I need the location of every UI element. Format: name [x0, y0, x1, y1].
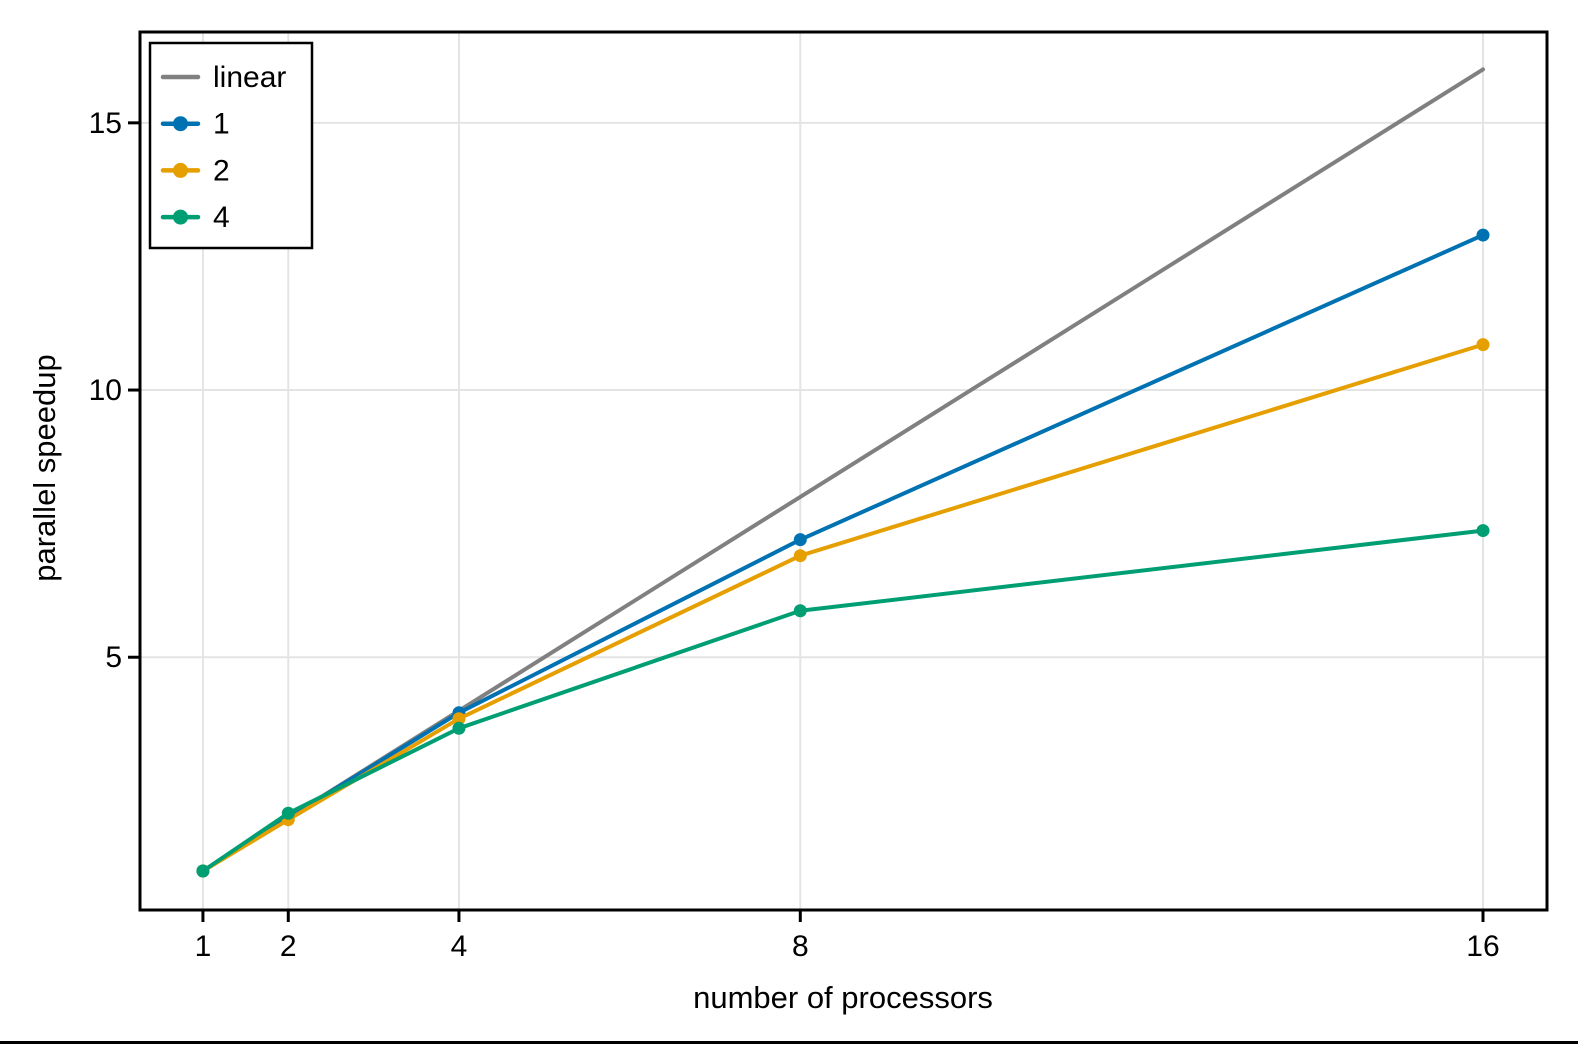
x-tick-label: 16: [1466, 930, 1499, 963]
data-point-2: [1476, 338, 1490, 352]
data-point-2: [793, 549, 807, 563]
data-point-4: [793, 604, 807, 618]
legend-entry-marker-1: [173, 116, 188, 132]
tick-layer: 1 2 4 8 16 5 10 15: [89, 107, 1500, 963]
bottom-rule-divider: [0, 1041, 1578, 1044]
x-tick-label: 2: [280, 930, 297, 963]
legend-entry-label: 2: [213, 154, 230, 187]
data-point-4: [1476, 524, 1490, 538]
data-point-2: [452, 712, 466, 726]
axes-spines: [138, 30, 1549, 912]
x-tick-label: 4: [451, 930, 468, 963]
x-tick-label: 8: [792, 930, 809, 963]
x-tick-label: 1: [195, 930, 212, 963]
legend-entry-label: 4: [213, 201, 230, 234]
data-point-4: [281, 806, 295, 820]
series-layer: [196, 67, 1490, 878]
data-point-4: [196, 864, 210, 878]
legend-entry-label: 1: [213, 108, 230, 141]
data-point-1: [793, 533, 807, 547]
plot-frame: [138, 30, 1549, 912]
y-tick-label: 10: [89, 374, 122, 407]
x-axis-title: number of processors: [693, 980, 993, 1015]
legend-entry-label: linear: [213, 61, 286, 94]
y-tick-label: 15: [89, 107, 122, 140]
y-tick-label: 5: [105, 641, 122, 674]
data-point-4: [452, 721, 466, 735]
legend: linear 1 2 4: [148, 41, 314, 250]
series-line-2: [200, 342, 1485, 873]
legend-entry-marker-4: [173, 209, 188, 225]
legend-entry-marker-2: [173, 162, 188, 178]
series-line-4: [200, 528, 1485, 873]
data-point-1: [1476, 228, 1490, 242]
y-axis-title: parallel speedup: [27, 354, 62, 582]
